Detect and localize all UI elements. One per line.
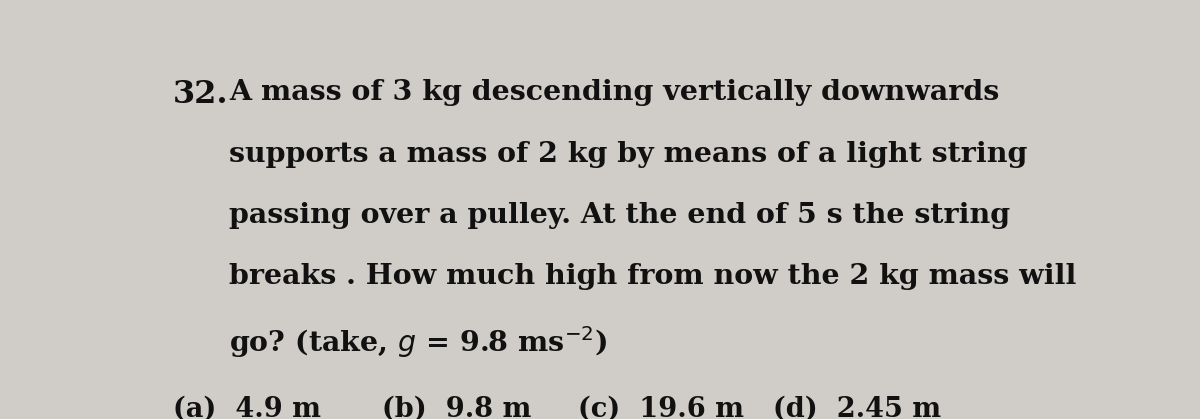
Text: go? (take, $g$ = 9.8 ms$^{-2}$): go? (take, $g$ = 9.8 ms$^{-2}$)	[229, 325, 607, 360]
Text: (d)  2.45 m: (d) 2.45 m	[773, 396, 941, 419]
Text: (b)  9.8 m: (b) 9.8 m	[383, 396, 532, 419]
Text: (a)  4.9 m: (a) 4.9 m	[173, 396, 322, 419]
Text: passing over a pulley. At the end of 5 s the string: passing over a pulley. At the end of 5 s…	[229, 202, 1010, 229]
Text: (c)  19.6 m: (c) 19.6 m	[578, 396, 744, 419]
Text: A mass of 3 kg descending vertically downwards: A mass of 3 kg descending vertically dow…	[229, 79, 1000, 106]
Text: breaks . How much high from now the 2 kg mass will: breaks . How much high from now the 2 kg…	[229, 263, 1076, 290]
Text: 32.: 32.	[173, 79, 229, 110]
Text: supports a mass of 2 kg by means of a light string: supports a mass of 2 kg by means of a li…	[229, 141, 1027, 168]
